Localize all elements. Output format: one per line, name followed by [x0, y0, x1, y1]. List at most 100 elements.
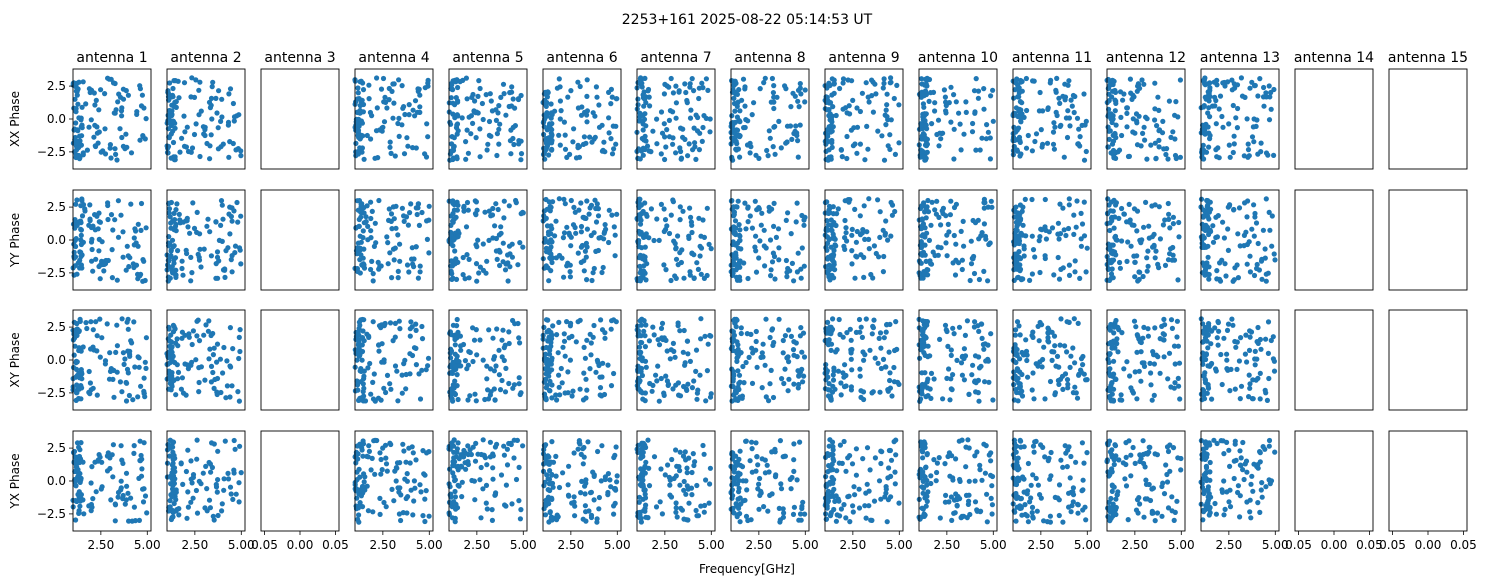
- data-point: [1199, 244, 1205, 250]
- data-point: [856, 316, 863, 323]
- data-point: [423, 367, 429, 373]
- data-point: [370, 379, 376, 385]
- data-point: [1140, 130, 1146, 136]
- data-point: [549, 367, 555, 373]
- data-point: [415, 275, 421, 281]
- data-point: [760, 354, 766, 360]
- data-point: [197, 246, 203, 252]
- data-point: [881, 76, 887, 82]
- data-point: [1014, 215, 1021, 221]
- data-point: [89, 464, 95, 470]
- data-point: [880, 269, 887, 275]
- data-point: [956, 324, 963, 330]
- data-point: [1067, 123, 1073, 129]
- data-point: [861, 203, 867, 209]
- data-point: [208, 102, 214, 108]
- data-point: [450, 382, 456, 388]
- panel-frame: [260, 189, 340, 291]
- data-point: [119, 316, 125, 322]
- data-point: [1109, 77, 1115, 83]
- data-point: [369, 208, 375, 214]
- data-point: [1233, 115, 1239, 121]
- data-point: [984, 122, 990, 128]
- panel: [634, 189, 716, 291]
- data-point: [1112, 108, 1118, 114]
- data-point: [757, 86, 763, 92]
- data-point: [975, 390, 981, 396]
- data-point: [601, 139, 607, 145]
- data-point: [449, 440, 455, 446]
- data-point: [1245, 147, 1252, 153]
- data-point: [673, 150, 679, 156]
- data-point: [1263, 390, 1269, 396]
- data-point: [866, 236, 872, 242]
- data-point: [463, 224, 470, 230]
- data-point: [587, 134, 593, 140]
- data-point: [959, 372, 966, 378]
- data-point: [455, 84, 461, 91]
- data-point: [968, 261, 975, 267]
- data-point: [1029, 196, 1035, 203]
- data-point: [658, 201, 665, 207]
- panel: 2.50 5.00: [540, 430, 631, 552]
- data-point: [663, 373, 669, 379]
- data-point: [118, 485, 124, 491]
- data-point: [516, 498, 522, 504]
- data-point: [670, 141, 676, 147]
- data-point: [1206, 323, 1212, 329]
- data-point: [661, 121, 667, 127]
- data-point: [473, 398, 479, 404]
- data-point: [826, 222, 832, 228]
- data-point: [1172, 152, 1179, 159]
- data-point: [501, 443, 507, 449]
- data-point: [396, 489, 402, 495]
- data-point: [861, 357, 867, 363]
- data-point: [796, 104, 802, 110]
- data-point: [825, 374, 831, 380]
- data-point: [732, 89, 738, 95]
- data-point: [670, 135, 676, 141]
- data-point: [584, 119, 590, 125]
- data-point: [450, 156, 456, 162]
- data-point: [237, 348, 243, 355]
- data-point: [651, 332, 657, 338]
- data-point: [1051, 272, 1057, 278]
- data-point: [794, 354, 800, 360]
- data-point: [770, 144, 776, 150]
- data-point: [948, 198, 954, 204]
- data-point: [1172, 361, 1178, 367]
- data-point: [1108, 208, 1114, 214]
- data-point: [1024, 107, 1030, 114]
- data-point: [767, 135, 773, 141]
- data-point: [873, 250, 879, 257]
- data-point: [1057, 342, 1063, 348]
- data-point: [889, 393, 895, 399]
- data-point: [837, 331, 843, 338]
- data-point: [377, 450, 383, 456]
- antenna-title: antenna 4: [358, 50, 429, 66]
- panel: 2.50.0−2.5: [37, 189, 152, 291]
- data-point: [227, 325, 233, 331]
- data-point: [390, 81, 396, 87]
- data-point: [1161, 354, 1167, 360]
- data-point: [357, 322, 363, 328]
- data-point: [71, 255, 77, 261]
- data-point: [969, 372, 975, 378]
- data-point: [877, 234, 883, 240]
- data-point: [921, 271, 927, 277]
- data-point: [575, 250, 581, 256]
- data-point: [1134, 349, 1140, 355]
- data-point: [210, 352, 216, 358]
- data-point: [1075, 320, 1081, 326]
- data-point: [494, 131, 500, 137]
- data-point: [105, 200, 111, 206]
- data-point: [143, 335, 149, 341]
- data-point: [1254, 117, 1260, 123]
- data-point: [1235, 231, 1241, 237]
- data-point: [1024, 357, 1030, 364]
- data-point: [556, 372, 562, 378]
- data-point: [762, 75, 768, 81]
- data-point: [1109, 94, 1115, 100]
- data-point: [1146, 223, 1152, 229]
- data-point: [738, 350, 744, 356]
